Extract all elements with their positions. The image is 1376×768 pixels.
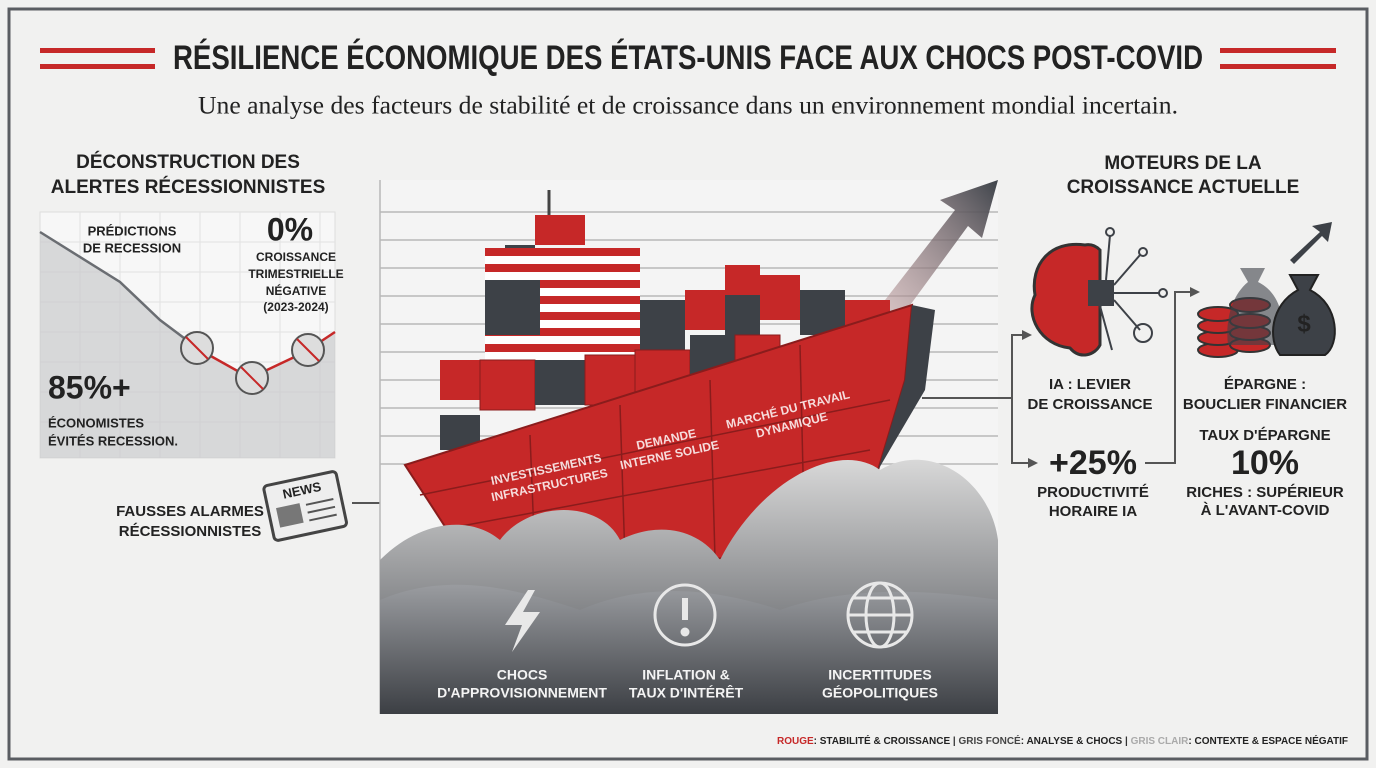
shock-label: TAUX D'INTÉRÊT xyxy=(629,684,744,701)
label: FAUSSES ALARMES xyxy=(116,503,264,520)
label: (2023-2024) xyxy=(263,300,328,314)
shock-icons xyxy=(505,581,914,652)
legend-text: : CONTEXTE & ESPACE NÉGATIF xyxy=(1188,734,1348,747)
label: DE CROISSANCE xyxy=(1027,396,1152,413)
deco-line xyxy=(40,64,155,69)
shock-label: INCERTITUDES xyxy=(828,667,931,683)
label: TAUX D'ÉPARGNE xyxy=(1199,427,1330,444)
label: À L'AVANT-COVID xyxy=(1201,502,1330,519)
frame xyxy=(7,7,1369,761)
legend-sep: | xyxy=(1122,736,1130,747)
label: IA : LEVIER xyxy=(1049,376,1131,393)
label: BOUCLIER FINANCIER xyxy=(1183,396,1347,413)
label: HORAIRE IA xyxy=(1049,503,1138,520)
center-panel: INVESTISSEMENTS INFRASTRUCTURES DEMANDE … xyxy=(379,180,998,714)
label: RÉCESSIONNISTES xyxy=(119,523,262,540)
label: ÉVITÉS RECESSION. xyxy=(48,433,178,448)
label: ÉCONOMISTES xyxy=(48,415,144,430)
heading: MOTEURS DE LA xyxy=(1104,153,1262,174)
heading: CROISSANCE ACTUELLE xyxy=(1067,177,1300,198)
deco-line xyxy=(40,48,155,53)
connector-heads xyxy=(1022,287,1200,468)
title: RÉSILIENCE ÉCONOMIQUE DES ÉTATS-UNIS FAC… xyxy=(173,39,1203,77)
label: NÉGATIVE xyxy=(266,283,326,298)
hull-grid xyxy=(419,344,891,561)
shock-label: GÉOPOLITIQUES xyxy=(822,685,938,701)
stat-value: +25% xyxy=(1049,444,1137,482)
legend-text: : STABILITÉ & CROISSANCE xyxy=(814,734,951,747)
label: RICHES : SUPÉRIEUR xyxy=(1186,484,1344,501)
news-icon: NEWS xyxy=(262,470,348,542)
ai-brain-icon xyxy=(1030,227,1168,357)
legend-key: GRIS FONCÉ xyxy=(958,734,1021,747)
legend: ROUGE: STABILITÉ & CROISSANCE | GRIS FON… xyxy=(777,734,1348,747)
legend-key: GRIS CLAIR xyxy=(1131,736,1190,747)
stat-value: 85%+ xyxy=(48,369,131,405)
left-panel: DÉCONSTRUCTION DES ALERTES RÉCESSIONNIST… xyxy=(39,151,412,542)
label: PRÉDICTIONS xyxy=(88,223,177,238)
legend-key: ROUGE xyxy=(777,736,814,747)
connectors xyxy=(922,291,1192,464)
ship-bow xyxy=(878,305,935,470)
money-bag-icons: $ xyxy=(1197,222,1336,358)
shock-label: CHOCS xyxy=(497,667,548,683)
deco-line xyxy=(1220,48,1336,53)
label: ÉPARGNE : xyxy=(1224,376,1306,393)
shock-label: D'APPROVISIONNEMENT xyxy=(437,685,607,701)
stat-value: 0% xyxy=(267,211,313,247)
label: PRODUCTIVITÉ xyxy=(1037,484,1149,501)
legend-sep: | xyxy=(950,736,958,747)
heading: DÉCONSTRUCTION DES xyxy=(76,151,300,173)
legend-text: : ANALYSE & CHOCS xyxy=(1021,736,1123,747)
header: RÉSILIENCE ÉCONOMIQUE DES ÉTATS-UNIS FAC… xyxy=(40,39,1336,120)
label: CROISSANCE xyxy=(256,250,336,264)
mini-line xyxy=(39,230,201,351)
heading: ALERTES RÉCESSIONNISTES xyxy=(51,176,326,198)
subtitle: Une analyse des facteurs de stabilité et… xyxy=(198,93,1178,120)
deco-line xyxy=(1220,64,1336,69)
label: DE RECESSION xyxy=(83,240,181,255)
label: TRIMESTRIELLE xyxy=(248,267,343,281)
shock-label: INFLATION & xyxy=(642,667,730,683)
bell-icons xyxy=(180,331,325,395)
dollar-sign: $ xyxy=(1297,310,1311,337)
right-panel: MOTEURS DE LA CROISSANCE ACTUELLE $ IA :… xyxy=(922,153,1347,520)
stat-value: 10% xyxy=(1231,444,1299,482)
